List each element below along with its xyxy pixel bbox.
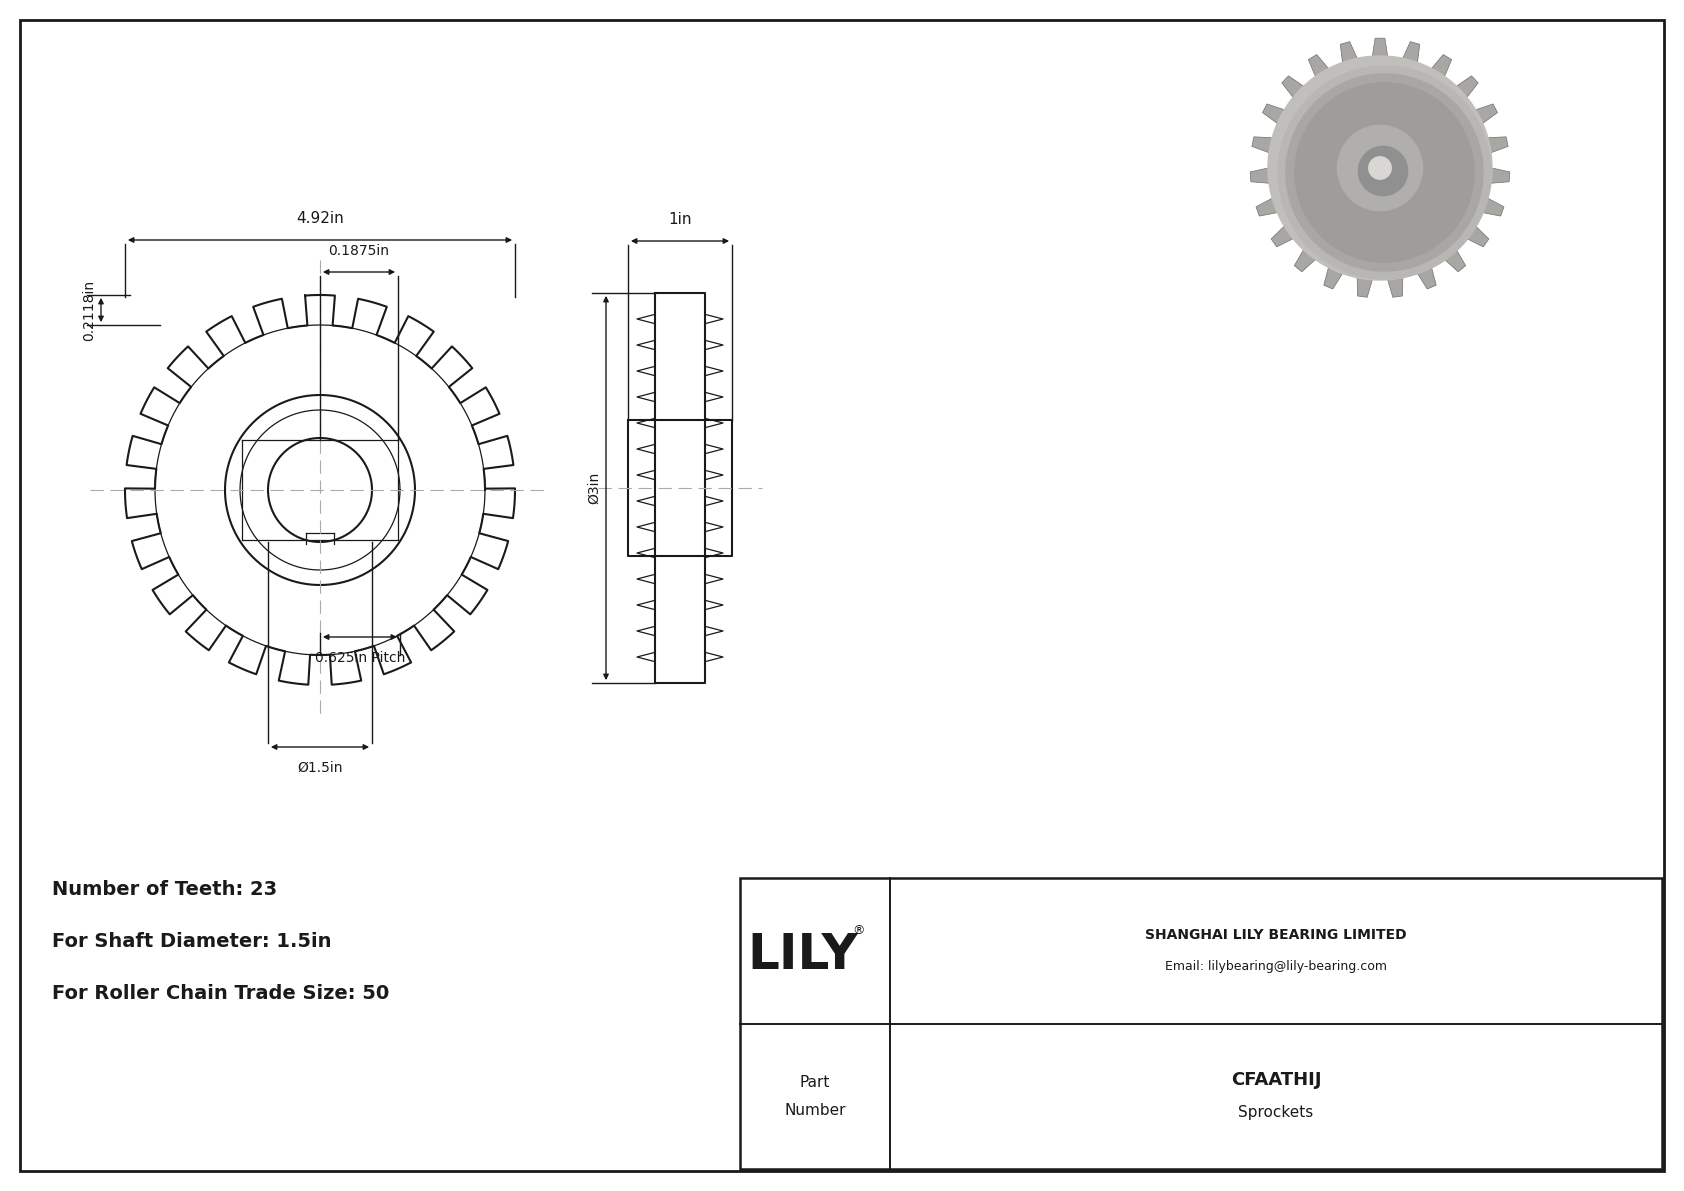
Polygon shape [1463,224,1489,247]
Polygon shape [1268,56,1492,280]
Polygon shape [1282,76,1307,100]
Polygon shape [1442,247,1465,272]
Polygon shape [1250,167,1273,183]
Bar [739,878,1662,1170]
Text: 1in: 1in [669,212,692,227]
Text: Sprockets: Sprockets [1238,1105,1314,1120]
Polygon shape [1340,42,1359,66]
Polygon shape [1295,83,1474,262]
Polygon shape [1295,247,1319,272]
Polygon shape [1386,274,1403,298]
Polygon shape [1359,146,1408,195]
Text: 0.625in Pitch: 0.625in Pitch [315,651,406,665]
Text: ®: ® [852,924,866,937]
Polygon shape [1416,264,1436,289]
Text: 4.92in: 4.92in [296,211,344,226]
Polygon shape [1256,197,1280,216]
Text: For Roller Chain Trade Size: 50: For Roller Chain Trade Size: 50 [52,984,389,1003]
Text: 0.1875in: 0.1875in [328,244,389,258]
Text: Ø3in: Ø3in [588,472,601,504]
Polygon shape [1487,167,1511,183]
Polygon shape [1263,104,1288,125]
Polygon shape [1472,104,1497,125]
Text: Part: Part [800,1074,830,1090]
Text: For Shaft Diameter: 1.5in: For Shaft Diameter: 1.5in [52,933,332,950]
Polygon shape [1271,224,1297,247]
Text: 0.2118in: 0.2118in [83,280,96,341]
Polygon shape [1287,74,1484,272]
Polygon shape [1372,38,1388,60]
Text: SHANGHAI LILY BEARING LIMITED: SHANGHAI LILY BEARING LIMITED [1145,928,1406,942]
Text: Email: lilybearing@lily-bearing.com: Email: lilybearing@lily-bearing.com [1165,960,1388,973]
Polygon shape [1337,125,1423,211]
Polygon shape [1278,66,1490,279]
Polygon shape [1357,274,1374,298]
Polygon shape [1251,137,1275,154]
Polygon shape [1324,264,1344,289]
Polygon shape [1484,137,1509,154]
Text: Number: Number [785,1103,845,1117]
Polygon shape [1369,157,1391,179]
Text: Number of Teeth: 23: Number of Teeth: 23 [52,880,278,899]
Text: LILY: LILY [748,930,859,979]
Text: Ø1.5in: Ø1.5in [298,761,344,775]
Polygon shape [1308,55,1330,80]
Polygon shape [1453,76,1479,100]
Polygon shape [1479,197,1504,216]
Text: CFAATHIJ: CFAATHIJ [1231,1071,1322,1090]
Polygon shape [1401,42,1420,66]
Polygon shape [1430,55,1452,80]
